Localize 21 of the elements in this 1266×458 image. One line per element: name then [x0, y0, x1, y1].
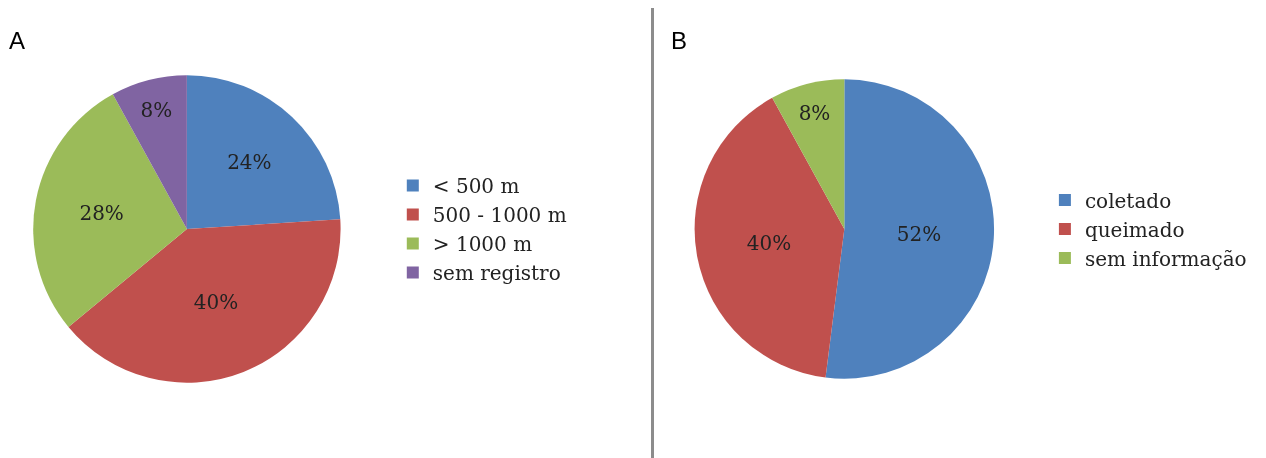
- legend-label: > 1000 m: [432, 232, 533, 257]
- legend-label: sem registro: [432, 261, 561, 286]
- data-label: 8%: [798, 100, 831, 125]
- pie-slice: [33, 94, 187, 327]
- data-label: 40%: [746, 231, 792, 256]
- pie-slice: [186, 75, 341, 229]
- pie-slice: [694, 97, 845, 378]
- pie-slice: [68, 219, 341, 383]
- data-label: 24%: [227, 150, 272, 175]
- data-label: 8%: [140, 97, 173, 122]
- data-label: 52%: [896, 221, 942, 246]
- data-label: 40%: [193, 290, 239, 315]
- legend-label: < 500 m: [432, 174, 520, 199]
- legend-label: sem informação: [1084, 246, 1247, 271]
- chart-title: A: [9, 26, 26, 54]
- legend-label: queimado: [1084, 217, 1185, 242]
- chart-title: B: [671, 26, 688, 54]
- data-label: 28%: [79, 200, 124, 225]
- legend-label: 500 - 1000 m: [432, 203, 567, 228]
- pie-slice: [772, 79, 845, 229]
- legend-label: coletado: [1084, 188, 1172, 213]
